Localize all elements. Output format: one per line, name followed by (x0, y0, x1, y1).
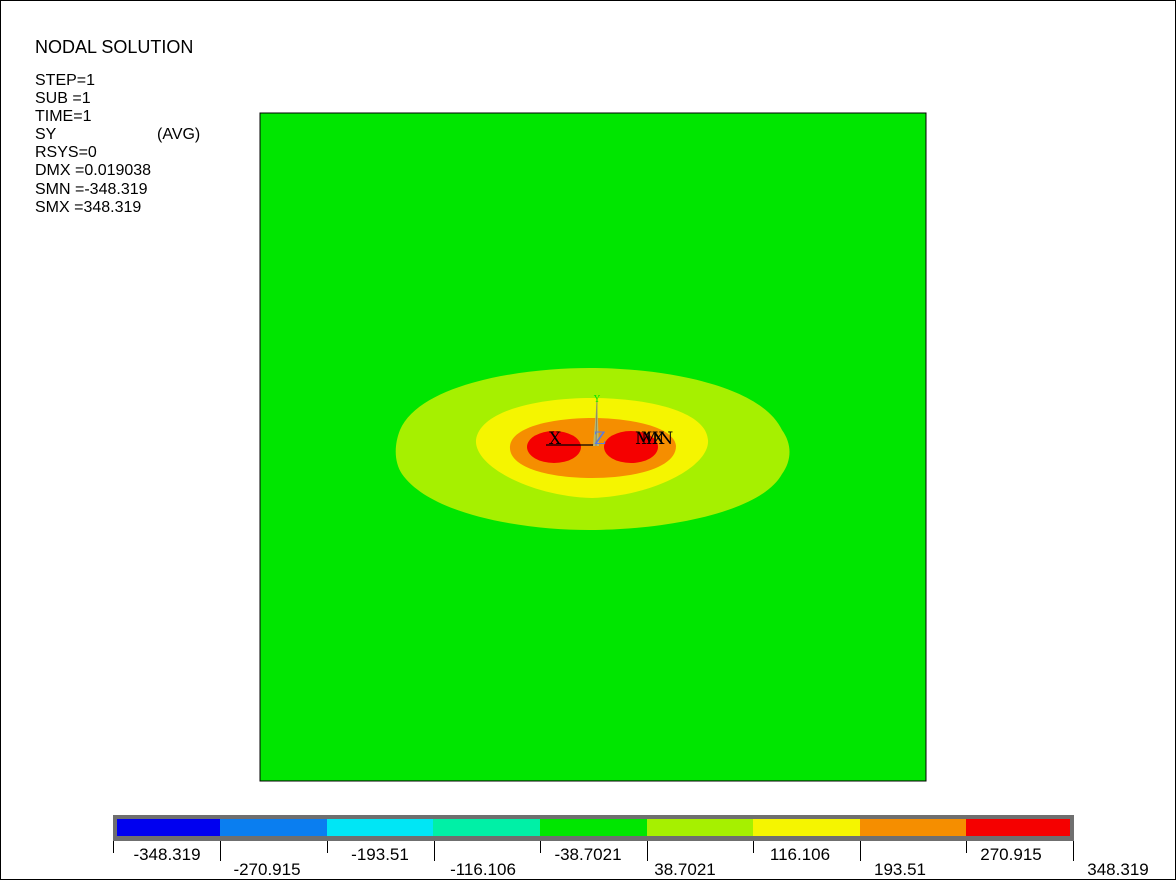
legend-label-4: -38.7021 (554, 845, 622, 864)
info-smn-text: SMN =-348.319 (35, 180, 148, 198)
legend-swatch-5 (647, 819, 753, 836)
legend-tick-9 (1073, 841, 1074, 861)
info-substep: SUB =1 (35, 90, 151, 108)
legend-swatch-6 (753, 819, 860, 836)
info-time-text: TIME=1 (35, 108, 92, 126)
legend-swatch-1 (220, 819, 327, 836)
legend-tick-1 (220, 841, 221, 861)
legend-swatch-8 (966, 819, 1070, 836)
legend-label-8: 270.915 (980, 845, 1042, 864)
solution-title: NODAL SOLUTION (35, 37, 194, 57)
info-dmx: DMX =0.019038 (35, 162, 151, 180)
legend-label-1: -270.915 (233, 860, 301, 879)
legend-tick-5 (647, 841, 648, 861)
info-component-text: SY (35, 126, 57, 144)
legend-label-0: -348.319 (133, 845, 201, 864)
info-step-text: STEP=1 (35, 72, 96, 89)
info-dmx-text: DMX =0.019038 (35, 162, 152, 180)
solution-info: STEP=1 SUB =1 TIME=1 SY (AVG) RSYS=0 DMX … (35, 72, 200, 217)
legend-swatch-0 (117, 819, 220, 836)
legend-tick-7 (860, 841, 861, 861)
coordinate-triad: X Z Y MX MN (546, 395, 673, 449)
legend-label-3: -116.106 (450, 860, 516, 879)
info-smx-text: SMX =348.319 (35, 198, 142, 216)
legend-tick-6 (753, 841, 754, 853)
legend-swatch-4 (540, 819, 647, 836)
info-time: TIME=1 (35, 108, 151, 126)
info-smx: SMX =348.319 (35, 199, 151, 217)
triad-y-label: Y (593, 395, 601, 405)
legend-swatch-7 (860, 819, 966, 836)
info-substep-text: SUB =1 (35, 90, 91, 108)
triad-y-stroke (595, 397, 598, 447)
legend-tick-2 (327, 841, 328, 853)
triad-x-label: X (549, 429, 562, 449)
legend-label-7: 193.51 (874, 860, 926, 879)
contour-peak-right (604, 431, 658, 463)
info-component-qualifier: (AVG) (157, 126, 201, 144)
legend-label-9: 348.319 (1087, 860, 1149, 879)
legend-tick-0 (113, 841, 114, 853)
info-rsys: RSYS=0 (35, 144, 151, 162)
legend-tick-4 (540, 841, 541, 853)
legend-label-5: 38.7021 (654, 860, 716, 879)
legend-label-6: 116.106 (769, 845, 831, 864)
info-rsys-text: RSYS=0 (35, 144, 97, 162)
info-step: STEP=1 (35, 72, 151, 90)
info-component: SY (AVG) (35, 126, 200, 144)
legend-swatch-2 (327, 819, 433, 836)
legend-tick-8 (966, 841, 967, 853)
legend-label-2: -193.51 (351, 845, 409, 864)
min-marker: MN (641, 429, 673, 449)
legend-tick-3 (434, 841, 435, 861)
max-marker: MX (635, 429, 665, 449)
color-legend (113, 815, 1074, 841)
contour-peak-left (527, 431, 581, 463)
info-smn: SMN =-348.319 (35, 181, 151, 199)
triad-z-label: Z (594, 429, 606, 449)
legend-swatch-3 (433, 819, 540, 836)
